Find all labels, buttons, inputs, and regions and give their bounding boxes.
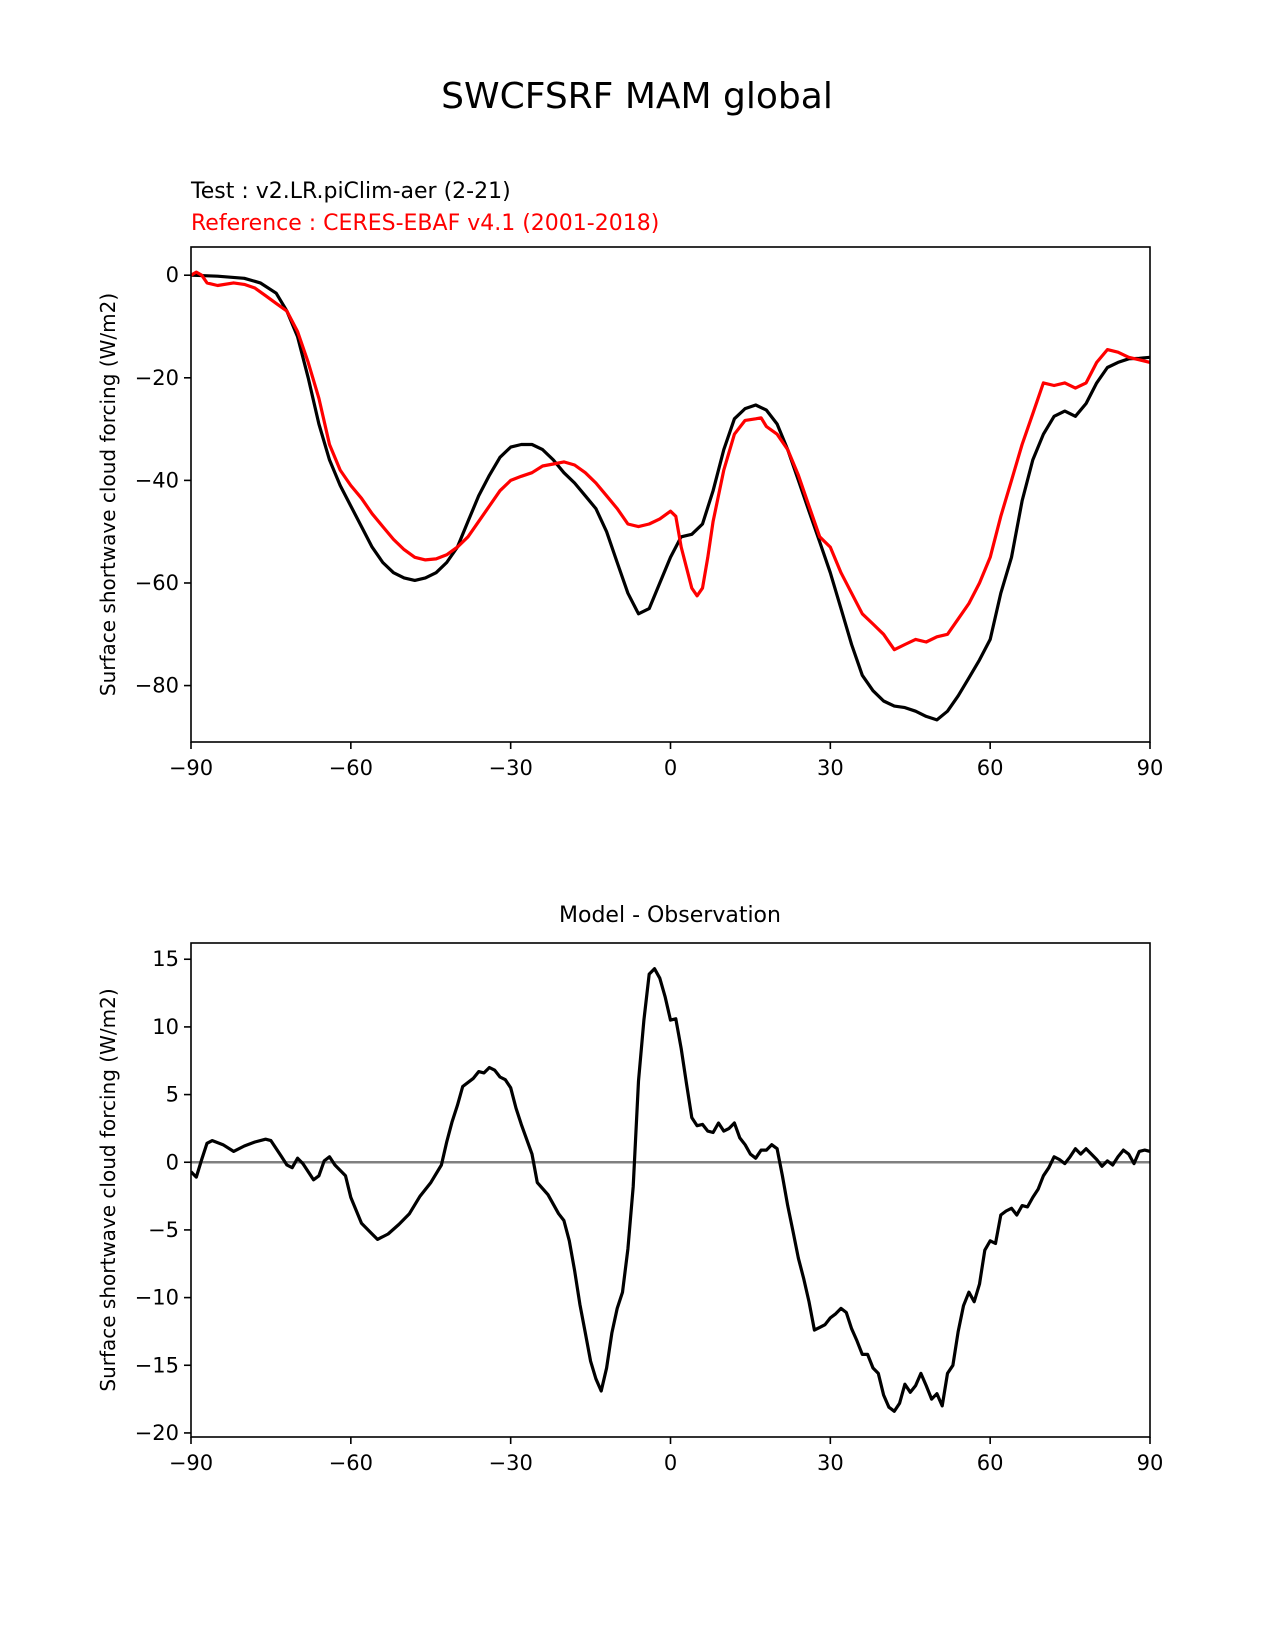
x-tick-label: 30: [817, 1451, 844, 1475]
x-tick-label: −90: [169, 756, 213, 780]
reference-label: Reference : CERES-EBAF v4.1 (2001-2018): [191, 211, 659, 236]
y-tick-label: −20: [135, 366, 179, 390]
x-tick-label: −60: [329, 1451, 373, 1475]
y-tick-label: 0: [166, 263, 179, 287]
y-tick-label: −40: [135, 468, 179, 492]
figure-title: SWCFSRF MAM global: [441, 76, 833, 117]
difference-title: Model - Observation: [559, 903, 781, 928]
y-axis-label: Surface shortwave cloud forcing (W/m2): [96, 293, 120, 696]
x-tick-label: 60: [977, 756, 1004, 780]
series-line-difference: [191, 967, 1150, 1413]
y-tick-label: −20: [135, 1421, 179, 1445]
y-tick-label: −60: [135, 571, 179, 595]
bottom-plot-panel: −90 −60 −30 0 30 60 90 15 10 5 0 −5 −10 −15 −20 Surface…: [96, 942, 1164, 1475]
x-tick-label: 90: [1137, 756, 1164, 780]
y-tick-label: −80: [135, 674, 179, 698]
y-tick-label: −5: [148, 1218, 179, 1242]
y-tick-label: 10: [152, 1015, 179, 1039]
y-axis-label: Surface shortwave cloud forcing (W/m2): [96, 988, 120, 1391]
y-tick-label: 0: [166, 1150, 179, 1174]
y-tick-label: 15: [152, 947, 179, 971]
y-tick-label: 5: [166, 1083, 179, 1107]
x-tick-label: −60: [329, 756, 373, 780]
x-tick-label: −30: [489, 756, 533, 780]
x-tick-label: −90: [169, 1451, 213, 1475]
x-tick-label: 90: [1137, 1451, 1164, 1475]
y-tick-label: −15: [135, 1353, 179, 1377]
x-tick-label: −30: [489, 1451, 533, 1475]
series-line-test: [191, 273, 1150, 722]
series-line-reference: [191, 270, 1150, 652]
top-plot-panel: −90 −60 −30 0 30 60 90 0 −20 −40 −60 −80 Surface sho…: [96, 246, 1164, 780]
test-label: Test : v2.LR.piClim-aer (2-21): [190, 179, 511, 204]
x-tick-label: 30: [817, 756, 844, 780]
x-tick-label: 0: [664, 1451, 677, 1475]
x-tick-label: 60: [977, 1451, 1004, 1475]
y-tick-label: −10: [135, 1286, 179, 1310]
x-tick-label: 0: [664, 756, 677, 780]
